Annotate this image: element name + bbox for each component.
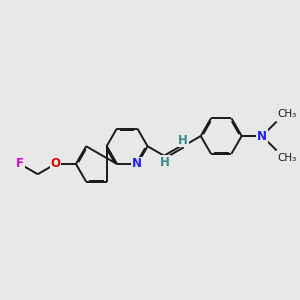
Text: F: F [16,158,24,170]
Text: O: O [50,158,61,170]
Text: N: N [132,158,142,170]
Text: N: N [257,130,267,142]
Text: H: H [178,134,188,147]
Text: CH₃: CH₃ [278,109,297,119]
Text: H: H [160,156,170,169]
Text: CH₃: CH₃ [278,153,297,163]
